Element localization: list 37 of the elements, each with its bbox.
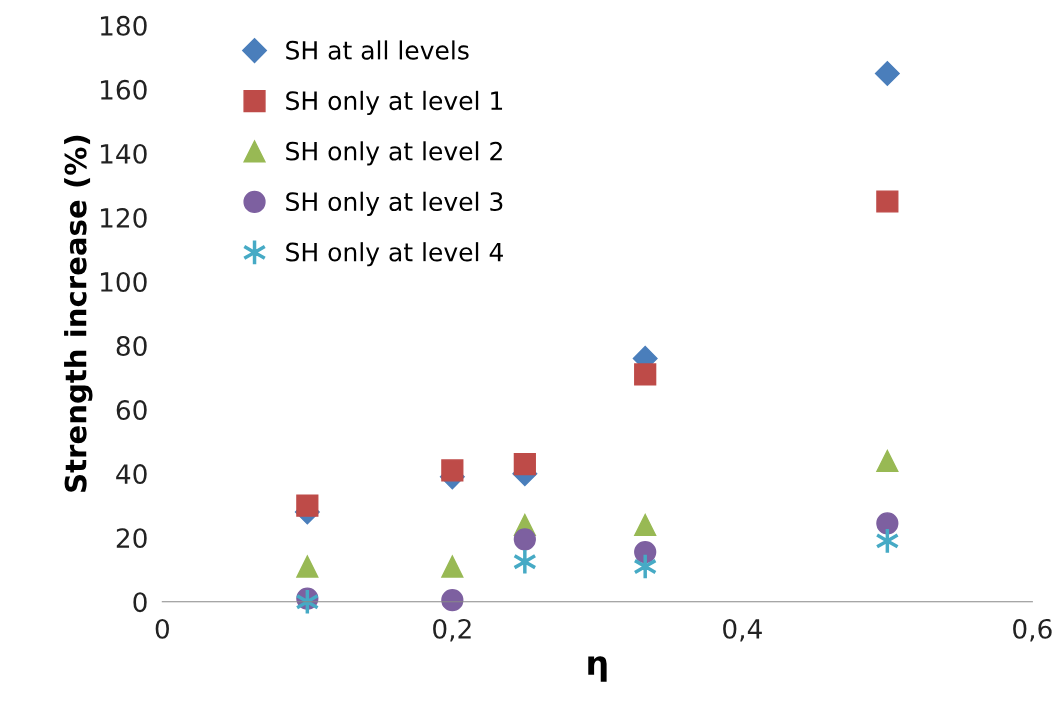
point: [634, 541, 657, 564]
y-tick-label: 100: [100, 271, 147, 292]
x-tick-label: 0,6: [1013, 618, 1052, 642]
point: [441, 459, 464, 482]
x-axis-title: η: [588, 656, 607, 682]
point: [634, 513, 657, 537]
point: [633, 552, 658, 581]
legend-label: SH only at level 1: [286, 90, 503, 116]
point: [512, 548, 537, 576]
legend-label: SH only at level 4: [286, 242, 503, 267]
y-tick-label: 20: [116, 528, 147, 549]
point: [634, 363, 657, 386]
point: [296, 555, 319, 578]
point: [874, 60, 900, 86]
point: [441, 555, 464, 578]
point: [296, 494, 319, 517]
x-tick-label: 0: [155, 618, 169, 639]
y-tick-label: 80: [116, 336, 147, 356]
point: [513, 528, 536, 551]
y-tick-label: 60: [116, 400, 147, 421]
legend-label: SH at all levels: [286, 40, 469, 60]
point: [876, 512, 899, 535]
legend-label: SH only at level 3: [286, 191, 503, 216]
x-tick-label: 0,4: [723, 618, 762, 642]
point: [441, 589, 464, 612]
y-tick-label: 40: [116, 464, 147, 485]
y-tick-label: 0: [133, 592, 147, 613]
y-tick-label: 140: [100, 143, 147, 164]
y-tick-label: 180: [100, 15, 147, 36]
y-tick-label: 160: [100, 79, 147, 100]
x-tick-label: 0,2: [433, 618, 471, 642]
point: [876, 190, 899, 213]
y-axis-title: Strength increase (%): [64, 135, 93, 492]
legend-label: SH only at level 2: [286, 141, 502, 166]
point: [876, 449, 899, 472]
point: [513, 452, 536, 476]
y-tick-label: 120: [100, 207, 147, 228]
